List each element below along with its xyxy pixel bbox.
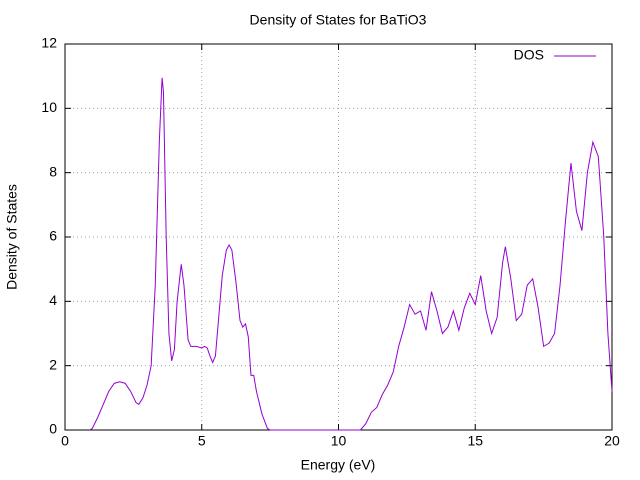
y-tick-label: 0	[49, 421, 57, 437]
y-axis-label: Density of States	[4, 184, 20, 290]
y-tick-label: 10	[41, 99, 57, 115]
x-tick-label: 20	[604, 433, 620, 449]
y-tick-label: 6	[49, 228, 57, 244]
y-tick-label: 4	[49, 292, 57, 308]
data-line	[89, 77, 613, 431]
x-tick-label: 15	[467, 433, 483, 449]
x-tick-label: 10	[331, 433, 347, 449]
chart-title: Density of States for BaTiO3	[250, 12, 427, 28]
x-axis-label: Energy (eV)	[301, 457, 376, 473]
x-tick-label: 5	[198, 433, 206, 449]
y-tick-label: 2	[49, 356, 57, 372]
y-tick-label: 12	[41, 35, 57, 51]
legend-label: DOS	[514, 47, 544, 63]
y-tick-label: 8	[49, 163, 57, 179]
x-tick-label: 0	[61, 433, 69, 449]
